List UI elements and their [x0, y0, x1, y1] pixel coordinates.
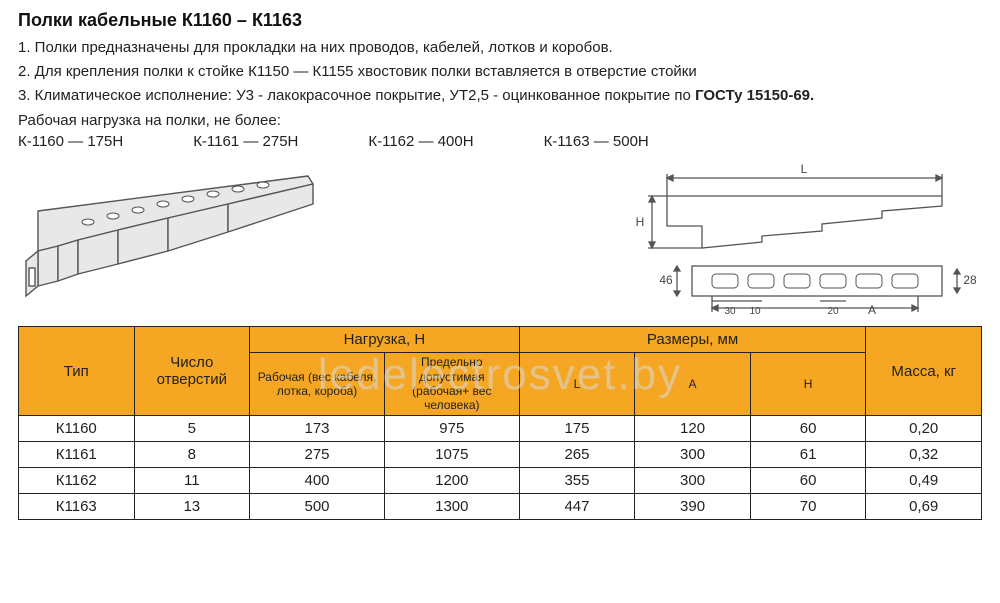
load-k1160: К-1160 — 175Н	[18, 133, 123, 150]
dim-A-label: A	[868, 303, 876, 316]
dim-L-label: L	[801, 162, 808, 176]
desc-item-2: 2. Для крепления полки к стойке К1150 — …	[18, 61, 982, 83]
table-row: К1160 5 173 975 175 120 60 0,20	[19, 415, 982, 441]
table-row: К1162 11 400 1200 355 300 60 0,49	[19, 467, 982, 493]
load-k1163: К-1163 — 500Н	[544, 133, 649, 150]
page-title: Полки кабельные К1160 – К1163	[18, 10, 982, 31]
th-load-group: Нагрузка, Н	[250, 327, 520, 353]
dim-H-label: H	[636, 215, 645, 229]
th-mass: Масса, кг	[866, 327, 982, 416]
spec-table: Тип Число отверстий Нагрузка, Н Размеры,…	[18, 326, 982, 520]
desc-item-1: 1. Полки предназначены для прокладки на …	[18, 37, 982, 59]
dim-46-label: 46	[659, 273, 673, 287]
dim-20-label: 20	[827, 306, 839, 316]
bracket-dim-icon: L H 46 28 30 10 20 A	[622, 156, 982, 316]
th-holes: Число отверстий	[134, 327, 250, 416]
description-list: 1. Полки предназначены для прокладки на …	[18, 37, 982, 106]
spec-tbody: К1160 5 173 975 175 120 60 0,20 К1161 8 …	[19, 415, 982, 519]
dim-28-label: 28	[963, 273, 977, 287]
th-load-work: Рабочая (вес кабеля, лотка, короба)	[250, 353, 385, 416]
desc-item-3: 3. Климатическое исполнение: У3 - лакокр…	[18, 85, 982, 107]
bracket-iso-icon	[18, 156, 328, 306]
loads-row: К-1160 — 175Н К-1161 — 275Н К-1162 — 400…	[18, 133, 982, 150]
desc-item-3-bold: ГОСТу 15150-69.	[695, 87, 814, 104]
load-k1161: К-1161 — 275Н	[193, 133, 298, 150]
dim-10-label: 10	[749, 306, 761, 316]
th-type: Тип	[19, 327, 135, 416]
th-load-max: Предельно допустимая (рабочая+ вес челов…	[384, 353, 519, 416]
loads-header: Рабочая нагрузка на полки, не более:	[18, 112, 982, 129]
load-k1162: К-1162 — 400Н	[368, 133, 473, 150]
table-row: К1161 8 275 1075 265 300 61 0,32	[19, 441, 982, 467]
th-dim-group: Размеры, мм	[519, 327, 866, 353]
dim-30-label: 30	[724, 306, 736, 316]
th-L: L	[519, 353, 635, 416]
desc-item-3-text: 3. Климатическое исполнение: У3 - лакокр…	[18, 87, 695, 104]
figures-row: L H 46 28 30 10 20 A	[18, 156, 982, 316]
th-A: A	[635, 353, 751, 416]
page-root: Полки кабельные К1160 – К1163 1. Полки п…	[0, 0, 1000, 603]
table-row: К1163 13 500 1300 447 390 70 0,69	[19, 493, 982, 519]
th-H: H	[750, 353, 866, 416]
